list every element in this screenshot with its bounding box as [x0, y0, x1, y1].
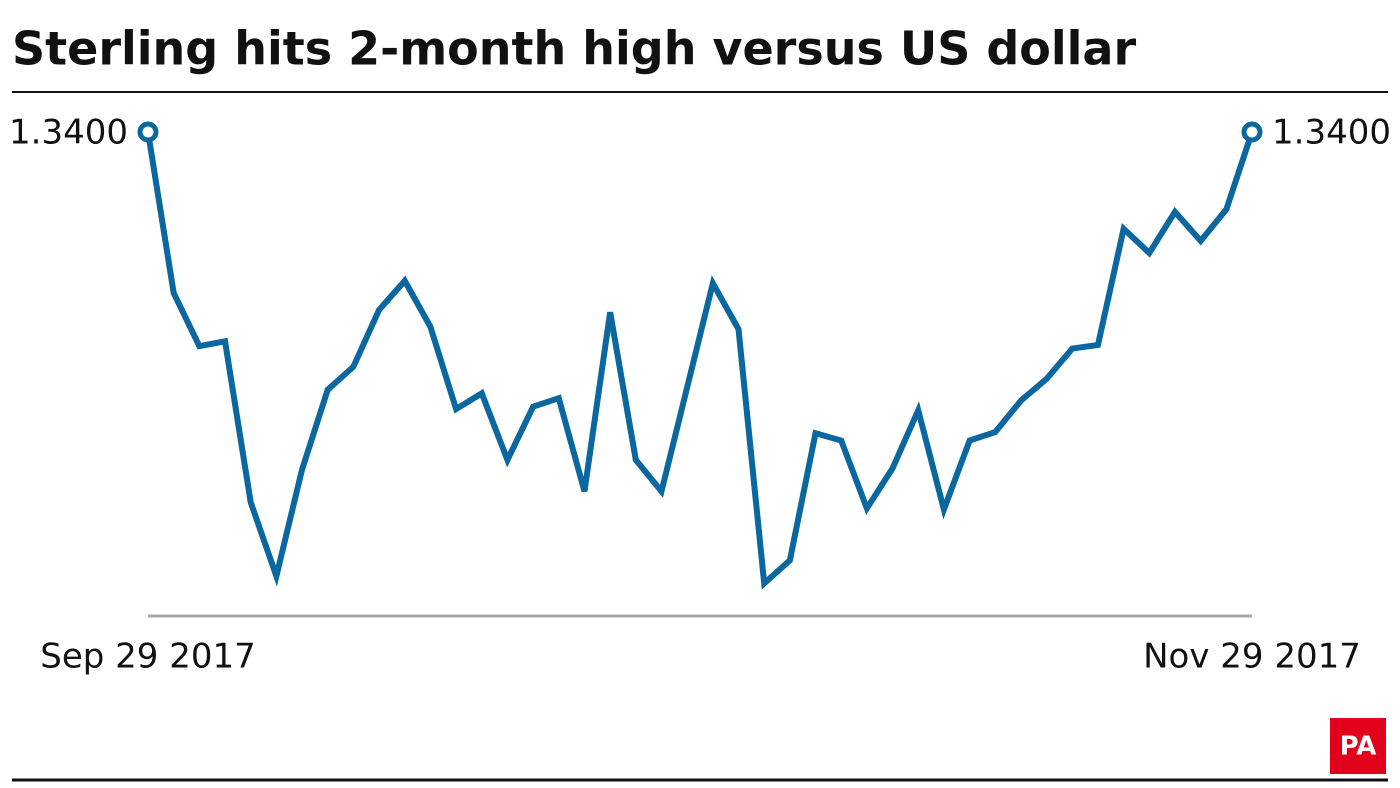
- chart-title: Sterling hits 2-month high versus US dol…: [12, 22, 1136, 76]
- end-marker: [137, 121, 159, 143]
- x-tick-label: Sep 29 2017: [40, 637, 256, 677]
- end-marker: [1241, 121, 1263, 143]
- line: [145, 131, 1255, 590]
- value-label: 1.3400: [1272, 113, 1391, 153]
- logo: PA: [1340, 732, 1377, 762]
- logo-box: [1330, 718, 1386, 774]
- x-tick-label: Nov 29 2017: [1143, 637, 1361, 677]
- value-label: 1.3400: [9, 113, 128, 153]
